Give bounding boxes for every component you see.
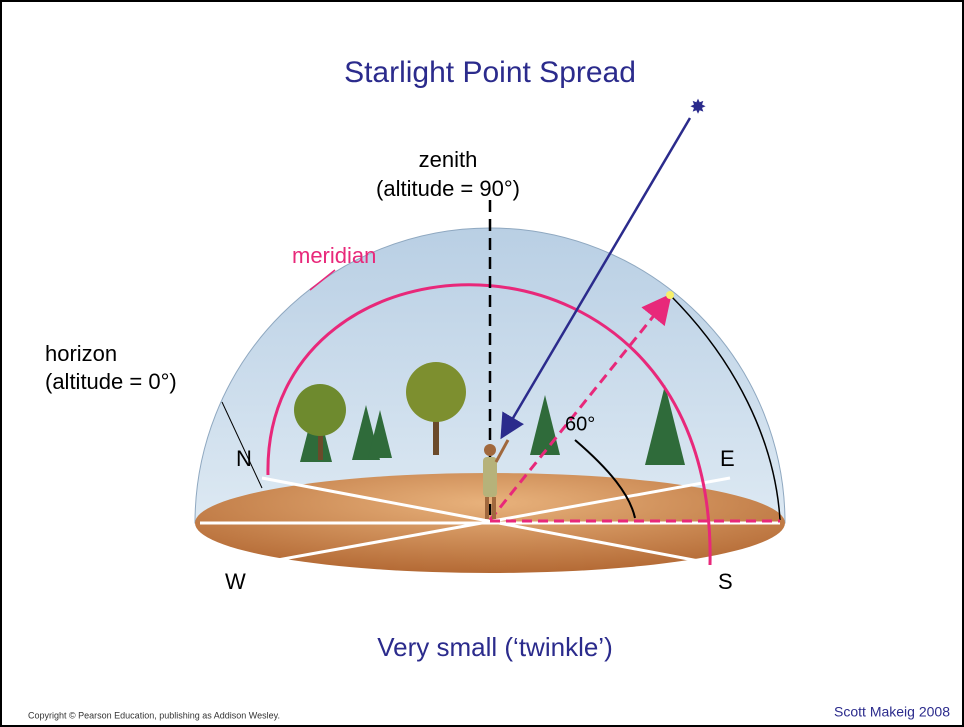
- star: ✸: [690, 96, 707, 118]
- copyright: Copyright © Pearson Education, publishin…: [28, 710, 280, 720]
- east-label: E: [720, 446, 735, 471]
- angle-label: 60°: [565, 413, 595, 435]
- observer: [483, 439, 510, 519]
- horizon-altitude-label: (altitude = 0°): [45, 369, 177, 394]
- starlight-ray: [500, 117, 692, 440]
- caption: Very small (‘twinkle’): [377, 632, 613, 662]
- north-label: N: [236, 446, 252, 471]
- star-image: [666, 291, 674, 299]
- south-label: S: [718, 569, 733, 594]
- zenith-altitude-label: (altitude = 90°): [376, 176, 520, 201]
- altitude-arc: [669, 294, 781, 521]
- trees: [294, 362, 685, 465]
- zenith-label: zenith: [419, 147, 478, 172]
- author: Scott Makeig 2008: [834, 704, 950, 720]
- title: Starlight Point Spread: [344, 56, 636, 89]
- meridian-label: meridian: [292, 243, 376, 268]
- horizon-label: horizon: [45, 341, 117, 366]
- meridian-pointer: [309, 269, 336, 291]
- west-label: W: [225, 569, 246, 594]
- angle-arc: [574, 439, 636, 519]
- horizon-pointer: [221, 401, 263, 489]
